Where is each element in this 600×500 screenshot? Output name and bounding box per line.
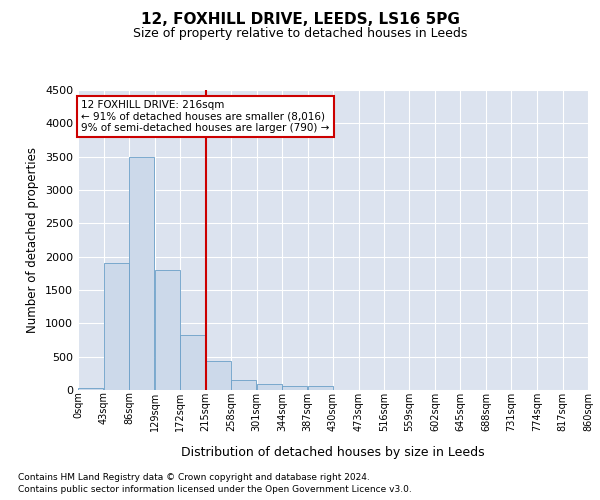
Bar [206, 360, 231, 390]
Bar [78, 388, 103, 390]
Text: 12 FOXHILL DRIVE: 216sqm
← 91% of detached houses are smaller (8,016)
9% of semi: 12 FOXHILL DRIVE: 216sqm ← 91% of detach… [81, 100, 329, 133]
Text: Size of property relative to detached houses in Leeds: Size of property relative to detached ho… [133, 28, 467, 40]
Text: Contains public sector information licensed under the Open Government Licence v3: Contains public sector information licen… [18, 484, 412, 494]
Bar [308, 386, 333, 390]
Bar [129, 156, 154, 390]
Bar [257, 384, 282, 390]
Bar [180, 334, 205, 390]
Bar [231, 380, 256, 390]
Bar [155, 270, 180, 390]
Bar [282, 386, 307, 390]
Bar [104, 264, 129, 390]
Text: Contains HM Land Registry data © Crown copyright and database right 2024.: Contains HM Land Registry data © Crown c… [18, 473, 370, 482]
Text: 12, FOXHILL DRIVE, LEEDS, LS16 5PG: 12, FOXHILL DRIVE, LEEDS, LS16 5PG [140, 12, 460, 28]
Y-axis label: Number of detached properties: Number of detached properties [26, 147, 40, 333]
Text: Distribution of detached houses by size in Leeds: Distribution of detached houses by size … [181, 446, 485, 459]
